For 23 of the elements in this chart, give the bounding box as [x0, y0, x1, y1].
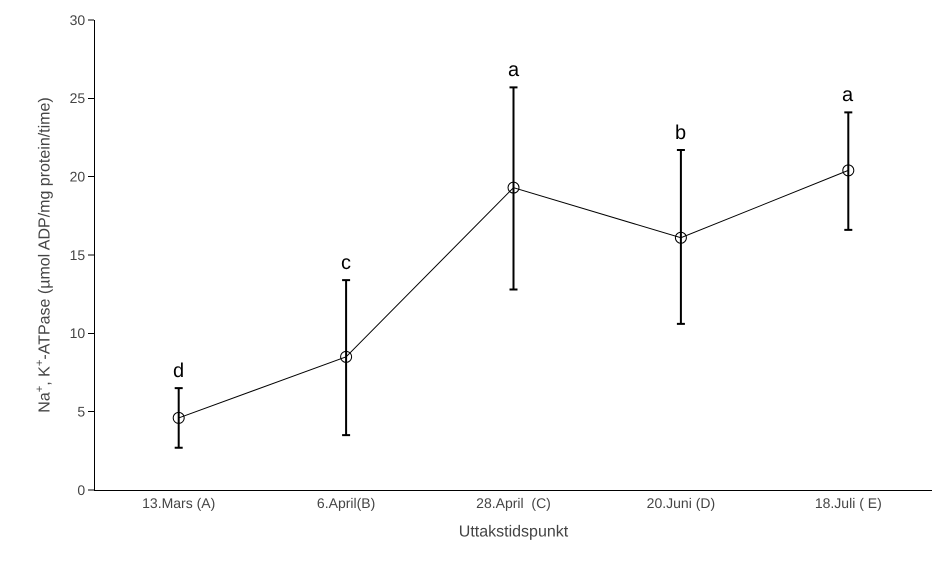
- annotation: c: [341, 252, 351, 274]
- point: [172, 412, 185, 424]
- x-tick-label: 20.Juni (D): [646, 494, 716, 511]
- y-tick-label: 25: [70, 90, 86, 106]
- y-tick-label: 20: [70, 168, 86, 185]
- x-tick-label: 6.April(B): [316, 494, 376, 511]
- y-tick-label: 0: [77, 482, 86, 498]
- y-tick-label: 15: [70, 246, 86, 263]
- x-tick-label: 18.Juli ( E): [814, 494, 882, 511]
- point: [340, 350, 352, 363]
- x-tick-label: 28.April (C): [476, 494, 551, 511]
- y-tick-label: 10: [70, 325, 86, 342]
- annotation: a: [842, 84, 854, 106]
- point: [842, 164, 854, 176]
- annotation: b: [675, 122, 686, 144]
- point: [674, 232, 687, 244]
- y-tick-label: 30: [70, 12, 86, 28]
- annotation: a: [508, 59, 520, 81]
- annotation: d: [173, 360, 184, 382]
- x-axis-title: Uttakstidspunkt: [458, 524, 569, 540]
- x-tick-label: 13.Mars (A): [142, 494, 216, 511]
- y-tick-label: 5: [77, 404, 86, 420]
- point: [508, 182, 520, 194]
